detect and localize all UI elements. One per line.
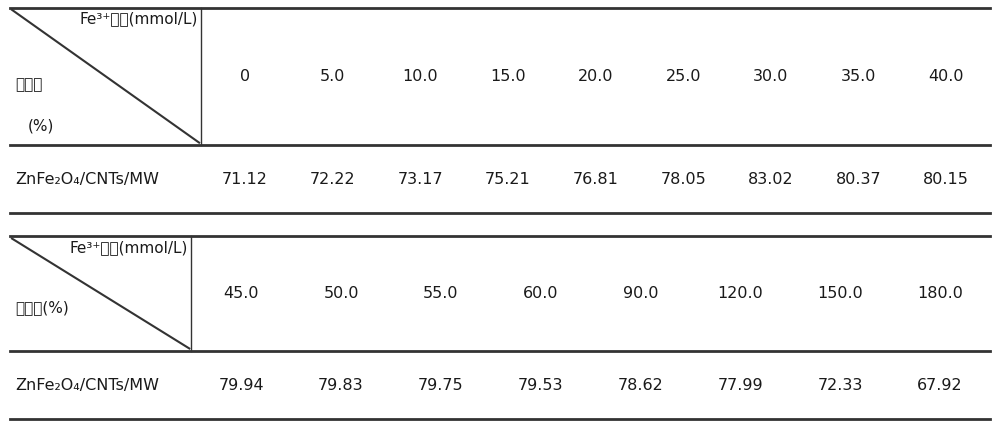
- Text: 30.0: 30.0: [753, 69, 789, 84]
- Text: 83.02: 83.02: [748, 172, 794, 187]
- Text: 40.0: 40.0: [928, 69, 964, 84]
- Text: 80.15: 80.15: [923, 172, 969, 187]
- Text: 35.0: 35.0: [841, 69, 876, 84]
- Text: 75.21: 75.21: [485, 172, 531, 187]
- Text: 78.62: 78.62: [618, 377, 663, 392]
- Text: 79.94: 79.94: [218, 377, 264, 392]
- Text: Fe³⁺浓度(mmol/L): Fe³⁺浓度(mmol/L): [80, 11, 198, 26]
- Text: Fe³⁺浓度(mmol/L): Fe³⁺浓度(mmol/L): [70, 240, 188, 255]
- Text: 79.53: 79.53: [518, 377, 563, 392]
- Text: 78.05: 78.05: [660, 172, 706, 187]
- Text: 25.0: 25.0: [665, 69, 701, 84]
- Text: 20.0: 20.0: [578, 69, 613, 84]
- Text: 90.0: 90.0: [623, 286, 658, 301]
- Text: 79.75: 79.75: [418, 377, 464, 392]
- Text: 80.37: 80.37: [836, 172, 881, 187]
- Text: 72.22: 72.22: [310, 172, 355, 187]
- Text: 60.0: 60.0: [523, 286, 558, 301]
- Text: 50.0: 50.0: [323, 286, 359, 301]
- Text: 降解率: 降解率: [15, 77, 42, 92]
- Text: 73.17: 73.17: [397, 172, 443, 187]
- Text: 55.0: 55.0: [423, 286, 459, 301]
- Text: 0: 0: [240, 69, 250, 84]
- Text: 72.33: 72.33: [818, 377, 863, 392]
- Text: 10.0: 10.0: [402, 69, 438, 84]
- Text: 77.99: 77.99: [718, 377, 763, 392]
- Text: 180.0: 180.0: [917, 286, 963, 301]
- Text: 71.12: 71.12: [222, 172, 268, 187]
- Text: 45.0: 45.0: [223, 286, 259, 301]
- Text: 150.0: 150.0: [817, 286, 863, 301]
- Text: (%): (%): [28, 118, 54, 133]
- Text: 15.0: 15.0: [490, 69, 526, 84]
- Text: 76.81: 76.81: [573, 172, 618, 187]
- Text: ZnFe₂O₄/CNTs/MW: ZnFe₂O₄/CNTs/MW: [15, 377, 159, 392]
- Text: 降解率(%): 降解率(%): [15, 300, 69, 315]
- Text: 5.0: 5.0: [320, 69, 345, 84]
- Text: 67.92: 67.92: [917, 377, 963, 392]
- Text: 120.0: 120.0: [718, 286, 763, 301]
- Text: 79.83: 79.83: [318, 377, 364, 392]
- Text: ZnFe₂O₄/CNTs/MW: ZnFe₂O₄/CNTs/MW: [15, 172, 159, 187]
